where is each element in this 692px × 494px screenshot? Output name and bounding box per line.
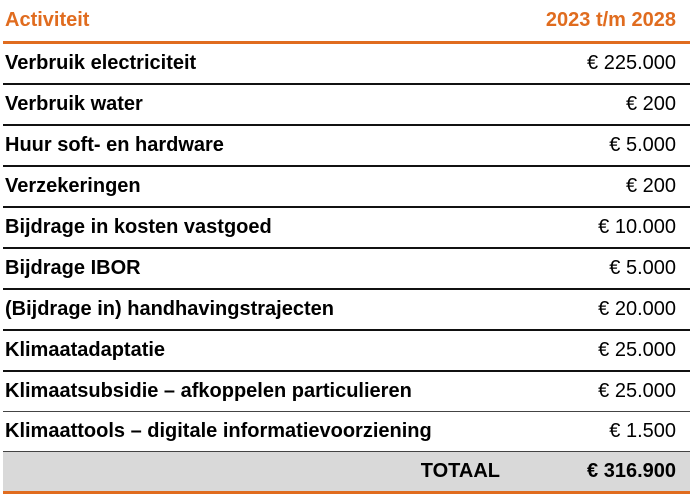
cost-table: Activiteit 2023 t/m 2028 Verbruik electr… xyxy=(3,0,690,494)
row-activity: Klimaatsubsidie – afkoppelen particulier… xyxy=(5,380,412,402)
row-activity: Verbruik electriciteit xyxy=(5,52,197,74)
row-amount: € 25.000 xyxy=(598,339,676,361)
row-amount: € 10.000 xyxy=(598,216,676,238)
row-activity: Bijdrage IBOR xyxy=(5,257,141,279)
row-amount: € 5.000 xyxy=(609,134,676,156)
row-activity: Verbruik water xyxy=(5,93,143,115)
table-header: Activiteit 2023 t/m 2028 xyxy=(3,0,690,44)
row-amount: € 25.000 xyxy=(598,380,676,402)
table-row: Huur soft- en hardware € 5.000 xyxy=(3,126,690,167)
table-row: Verbruik water € 200 xyxy=(3,85,690,126)
total-row: TOTAAL € 316.900 xyxy=(3,452,690,494)
row-activity: Verzekeringen xyxy=(5,175,141,197)
total-value: € 316.900 xyxy=(587,460,676,482)
row-amount: € 200 xyxy=(625,175,676,197)
table-row: Klimaatadaptatie € 25.000 xyxy=(3,331,690,372)
row-activity: Klimaatadaptatie xyxy=(5,339,166,361)
row-amount: € 225.000 xyxy=(587,52,676,74)
table-row: Klimaatsubsidie – afkoppelen particulier… xyxy=(3,372,690,412)
row-activity: (Bijdrage in) handhavingstrajecten xyxy=(5,298,334,320)
row-amount: € 1.500 xyxy=(609,420,676,442)
table-row: (Bijdrage in) handhavingstrajecten € 20.0… xyxy=(3,290,690,331)
table-row: Verzekeringen € 200 xyxy=(3,167,690,208)
table-row: Klimaattools – digitale informatievoorzi… xyxy=(3,412,690,452)
row-activity: Huur soft- en hardware xyxy=(5,134,224,156)
header-period: 2023 t/m 2028 xyxy=(545,9,676,31)
table-row: Bijdrage in kosten vastgoed € 10.000 xyxy=(3,208,690,249)
row-amount: € 200 xyxy=(625,93,676,115)
row-activity: Klimaattools – digitale informatievoorzi… xyxy=(5,420,432,442)
row-amount: € 5.000 xyxy=(609,257,676,279)
table-row: Verbruik electriciteit € 225.000 xyxy=(3,44,690,85)
row-activity: Bijdrage in kosten vastgoed xyxy=(5,216,272,238)
total-label: TOTAAL xyxy=(420,460,500,482)
row-amount: € 20.000 xyxy=(598,298,676,320)
table-row: Bijdrage IBOR € 5.000 xyxy=(3,249,690,290)
header-activity: Activiteit xyxy=(5,9,90,31)
